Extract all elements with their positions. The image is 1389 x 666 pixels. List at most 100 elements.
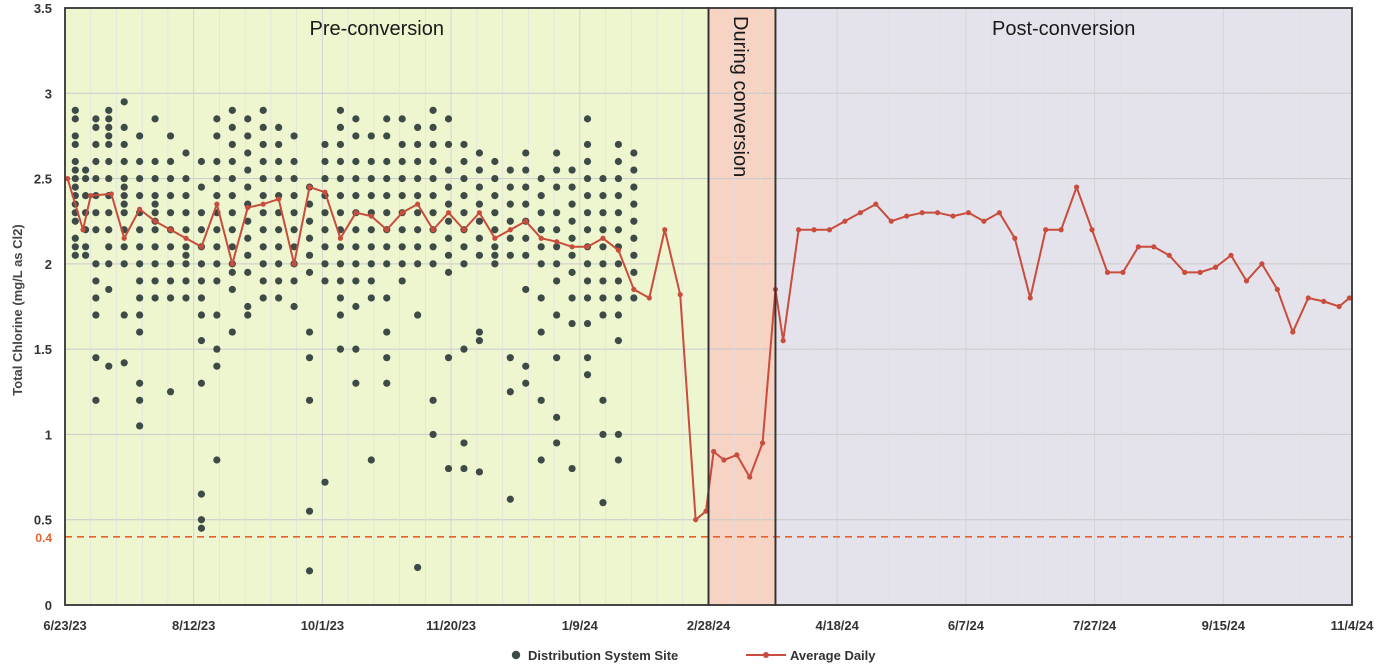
- average-daily-point: [198, 244, 205, 250]
- average-daily-point: [826, 227, 833, 233]
- distribution-site-point: [444, 268, 453, 276]
- distribution-site-point: [414, 174, 422, 183]
- average-daily-point: [1166, 252, 1172, 258]
- distribution-site-point: [182, 277, 190, 285]
- distribution-site-point: [71, 140, 79, 149]
- average-daily-point: [80, 227, 86, 233]
- distribution-site-point: [475, 200, 484, 208]
- distribution-site-point: [244, 132, 252, 140]
- distribution-site-point: [105, 260, 113, 268]
- distribution-site-point: [213, 260, 221, 268]
- distribution-site-point: [321, 277, 329, 285]
- average-daily-point: [693, 517, 699, 523]
- distribution-site-point: [182, 149, 190, 157]
- distribution-site-point: [259, 243, 267, 251]
- distribution-site-point: [71, 132, 79, 140]
- distribution-site-point: [553, 277, 561, 285]
- distribution-site-point: [522, 183, 530, 191]
- distribution-site-point: [290, 132, 298, 140]
- distribution-site-point: [213, 345, 221, 353]
- distribution-site-point: [522, 200, 530, 208]
- distribution-site-point: [630, 268, 638, 276]
- average-daily-point: [1259, 261, 1265, 267]
- distribution-site-point: [398, 157, 406, 166]
- distribution-site-point: [275, 226, 283, 234]
- distribution-site-point: [275, 140, 283, 149]
- distribution-site-point: [522, 362, 530, 370]
- y-tick-label: 3.5: [34, 1, 52, 16]
- distribution-site-point: [475, 183, 484, 191]
- distribution-site-point: [506, 354, 514, 362]
- distribution-site-point: [630, 294, 638, 302]
- distribution-site-point: [92, 115, 100, 123]
- region-label-during: During conversion: [729, 16, 751, 177]
- distribution-site-point: [244, 115, 252, 123]
- distribution-site-point: [568, 464, 576, 473]
- average-daily-point: [904, 213, 910, 219]
- distribution-site-point: [197, 524, 206, 532]
- average-daily-point: [1058, 227, 1064, 233]
- average-daily-point: [734, 452, 740, 458]
- legend-line-dot: [763, 652, 769, 658]
- distribution-site-point: [352, 379, 360, 387]
- average-daily-point: [461, 227, 467, 233]
- distribution-site-point: [182, 174, 190, 183]
- distribution-site-point: [151, 277, 159, 285]
- average-daily-point: [1043, 227, 1049, 233]
- distribution-site-point: [599, 174, 607, 183]
- average-daily-point: [415, 201, 421, 207]
- distribution-site-point: [92, 294, 100, 302]
- distribution-site-point: [244, 268, 252, 276]
- distribution-site-point: [491, 251, 499, 259]
- average-daily-point: [276, 196, 282, 202]
- distribution-site-point: [383, 192, 391, 200]
- distribution-site-point: [151, 243, 159, 251]
- average-daily-point: [322, 189, 328, 195]
- distribution-site-point: [336, 157, 345, 166]
- distribution-site-point: [259, 140, 267, 149]
- region-2-background: [708, 8, 776, 605]
- distribution-site-point: [444, 217, 453, 225]
- distribution-site-point: [259, 226, 267, 234]
- distribution-site-point: [398, 243, 406, 251]
- distribution-site-point: [182, 226, 190, 234]
- distribution-site-point: [599, 226, 607, 234]
- distribution-site-point: [336, 192, 345, 200]
- distribution-site-point: [197, 490, 206, 498]
- distribution-site-point: [120, 359, 128, 367]
- distribution-site-point: [166, 157, 175, 166]
- distribution-site-point: [228, 268, 236, 276]
- distribution-site-point: [583, 174, 592, 183]
- distribution-site-point: [213, 456, 221, 464]
- distribution-site-point: [275, 294, 283, 302]
- x-tick-label: 8/12/23: [172, 618, 215, 633]
- distribution-site-point: [305, 507, 314, 515]
- distribution-site-point: [197, 516, 206, 524]
- distribution-site-point: [352, 157, 360, 166]
- distribution-site-point: [136, 260, 144, 268]
- distribution-site-point: [537, 456, 545, 464]
- distribution-site-point: [553, 260, 561, 268]
- distribution-site-point: [630, 149, 638, 157]
- distribution-site-point: [92, 209, 100, 217]
- distribution-site-point: [583, 140, 592, 149]
- distribution-site-point: [92, 174, 100, 183]
- average-daily-point: [631, 286, 637, 293]
- distribution-site-point: [71, 166, 79, 174]
- distribution-site-point: [630, 183, 638, 191]
- distribution-site-point: [460, 464, 468, 473]
- distribution-site-point: [352, 345, 360, 353]
- distribution-site-point: [92, 226, 100, 234]
- average-daily-point: [662, 227, 668, 233]
- x-tick-label: 11/20/23: [426, 618, 476, 633]
- distribution-site-point: [213, 311, 221, 319]
- average-daily-point: [399, 210, 405, 216]
- average-daily-point: [121, 235, 127, 241]
- average-daily-point: [1212, 264, 1219, 270]
- distribution-site-point: [321, 478, 329, 486]
- region-1-background: [65, 8, 709, 605]
- distribution-site-point: [383, 243, 391, 251]
- distribution-site-point: [491, 174, 499, 183]
- distribution-site-point: [259, 192, 267, 200]
- distribution-site-point: [614, 140, 623, 149]
